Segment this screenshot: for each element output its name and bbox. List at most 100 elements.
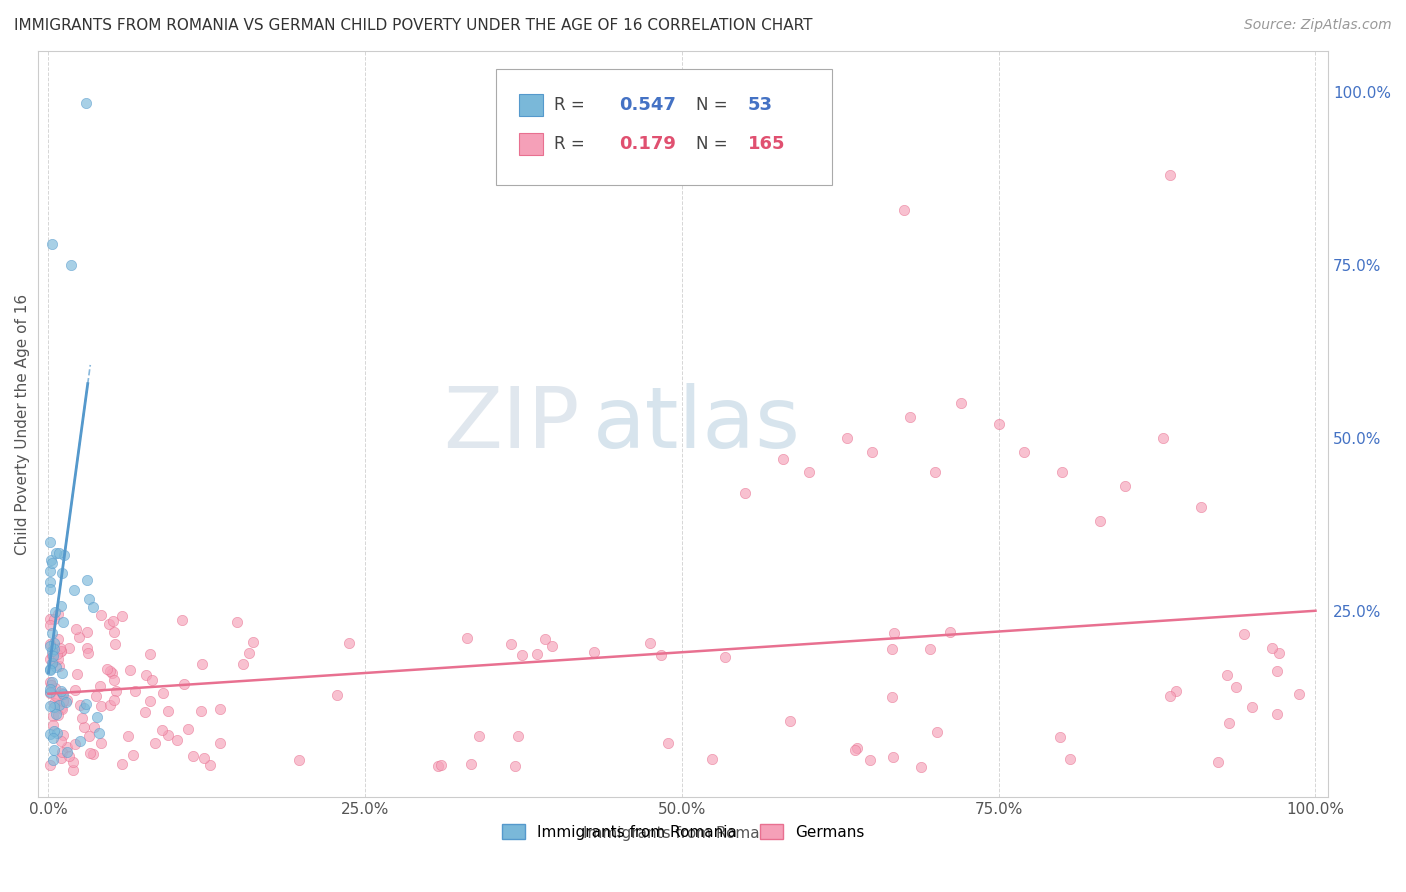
Point (101, 614, 124, 628)
Text: ZIP: ZIP (443, 383, 581, 466)
Point (83, 721, 105, 735)
Point (111, 608, 134, 623)
Point (150, 723, 173, 738)
Point (190, 657, 212, 671)
Point (46, 691, 69, 706)
Point (51, 686, 73, 700)
Y-axis label: Child Poverty Under the Age of 16: Child Poverty Under the Age of 16 (15, 293, 30, 555)
Point (859, 752, 882, 766)
Point (39, 575, 62, 590)
Point (73, 700, 96, 714)
Point (1241, 700, 1264, 714)
Point (42, 699, 65, 714)
Point (939, 624, 962, 639)
Point (48, 658, 70, 673)
Point (42, 649, 65, 664)
Point (52, 615, 75, 629)
Point (38, 564, 60, 578)
Point (172, 613, 194, 627)
Point (173, 677, 195, 691)
Point (734, 486, 756, 500)
Point (46, 708, 69, 723)
Point (41, 237, 63, 252)
Point (76, 640, 98, 655)
Point (44, 742, 66, 756)
Point (503, 759, 526, 773)
Point (1088, 514, 1111, 528)
Point (39, 674, 62, 689)
Point (44, 696, 66, 710)
Point (1225, 680, 1247, 694)
Point (1191, 500, 1213, 514)
Point (176, 722, 198, 736)
Point (499, 637, 522, 651)
Point (1233, 627, 1256, 641)
Legend: Immigrants from Romania, Germans: Immigrants from Romania, Germans (496, 818, 870, 846)
Point (51, 666, 73, 681)
Point (209, 702, 232, 716)
Point (65, 683, 87, 698)
Point (835, 431, 858, 445)
Point (657, 736, 679, 750)
Point (139, 694, 162, 708)
Point (111, 756, 134, 771)
Point (1159, 168, 1181, 182)
Point (1215, 668, 1237, 682)
Text: atlas: atlas (593, 383, 801, 466)
Point (84, 689, 107, 703)
Point (103, 693, 125, 707)
Point (122, 748, 145, 763)
Point (924, 466, 946, 480)
Text: 0.179: 0.179 (619, 135, 676, 153)
Point (90, 698, 112, 713)
Point (98, 616, 121, 631)
Point (638, 635, 661, 649)
Point (79, 746, 101, 760)
Text: N =: N = (696, 96, 728, 114)
Point (56, 693, 79, 707)
Point (51, 745, 73, 759)
Point (69, 698, 91, 713)
Point (76, 95, 98, 110)
Point (42, 731, 65, 745)
Point (38, 582, 60, 596)
Point (41, 644, 63, 658)
Point (510, 648, 533, 663)
Point (39, 535, 62, 549)
Point (46, 607, 69, 622)
Point (118, 663, 141, 677)
Point (48, 698, 70, 712)
Point (44, 681, 66, 695)
Point (56, 745, 79, 759)
Point (152, 685, 174, 699)
Point (76, 698, 98, 712)
Text: 165: 165 (748, 135, 785, 153)
Point (38, 685, 60, 699)
Point (77, 729, 100, 743)
Point (139, 648, 162, 662)
Point (779, 714, 801, 728)
Point (882, 750, 904, 764)
Point (209, 736, 232, 750)
Point (89, 679, 111, 693)
Point (949, 396, 972, 410)
Point (772, 451, 794, 466)
Point (70, 711, 93, 725)
Point (1012, 444, 1035, 458)
Text: R =: R = (554, 135, 585, 153)
Point (38, 698, 60, 713)
Point (238, 646, 260, 660)
Point (45, 659, 67, 673)
Point (1261, 641, 1284, 656)
Point (103, 625, 125, 640)
Point (77, 646, 100, 660)
Point (73, 720, 96, 734)
Point (1114, 479, 1136, 493)
Point (44, 641, 66, 656)
Point (105, 684, 128, 698)
Point (44, 636, 66, 650)
Point (51, 751, 73, 765)
Point (1049, 731, 1071, 745)
Point (1218, 715, 1240, 730)
Point (38, 612, 60, 626)
